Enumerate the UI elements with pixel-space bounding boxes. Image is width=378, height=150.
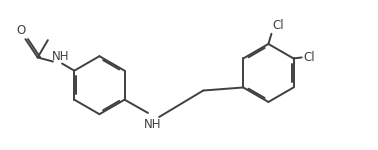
Text: O: O <box>17 24 26 37</box>
Text: Cl: Cl <box>304 51 315 64</box>
Text: Cl: Cl <box>273 19 284 32</box>
Text: NH: NH <box>52 50 70 63</box>
Text: NH: NH <box>144 118 162 131</box>
